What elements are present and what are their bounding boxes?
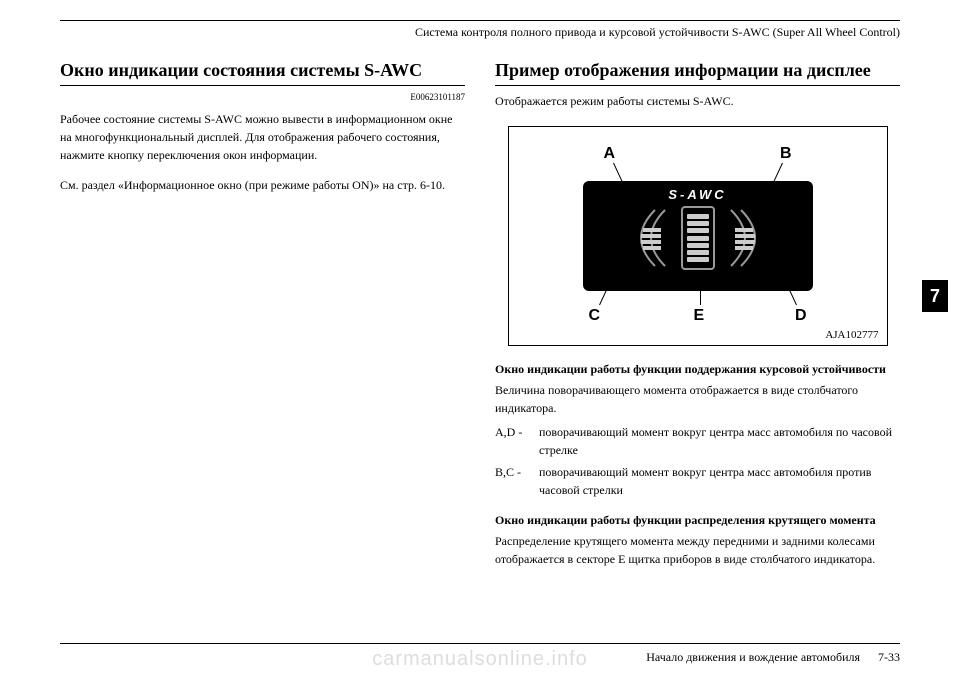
def-val: поворачивающий момент вокруг центра масс… bbox=[539, 463, 900, 499]
bar-seg bbox=[687, 221, 709, 226]
callout-label-a: A bbox=[604, 145, 616, 163]
sub1-title: Окно индикации работы функции поддержани… bbox=[495, 362, 900, 377]
bar-seg bbox=[687, 236, 709, 241]
right-column: Пример отображения информации на дисплее… bbox=[495, 60, 900, 580]
def-row: A,D - поворачивающий момент вокруг центр… bbox=[495, 423, 900, 459]
callout-label-b: B bbox=[780, 145, 792, 163]
gauges-row bbox=[625, 206, 771, 270]
callout-label-d: D bbox=[795, 307, 807, 325]
diagram-frame: A B C E D S-AWC bbox=[508, 126, 888, 346]
sub2-title: Окно индикации работы функции распределе… bbox=[495, 513, 900, 528]
bar-seg bbox=[687, 250, 709, 255]
left-code: E00623101187 bbox=[60, 92, 465, 102]
def-key: A,D - bbox=[495, 423, 539, 459]
def-val: поворачивающий момент вокруг центра масс… bbox=[539, 423, 900, 459]
sub2-text: Распределение крутящего момента между пе… bbox=[495, 532, 900, 568]
bar-seg bbox=[687, 228, 709, 233]
definitions: A,D - поворачивающий момент вокруг центр… bbox=[495, 423, 900, 499]
header-rule bbox=[60, 20, 900, 21]
bar-seg bbox=[687, 257, 709, 262]
left-paragraph-1: Рабочее состояние системы S-AWC можно вы… bbox=[60, 110, 465, 164]
callout-label-c: C bbox=[589, 307, 601, 325]
diagram-code: AJA102777 bbox=[825, 329, 878, 341]
def-row: B,C - поворачивающий момент вокруг центр… bbox=[495, 463, 900, 499]
left-gauge bbox=[625, 206, 667, 270]
footer-text: Начало движения и вождение автомобиля bbox=[646, 650, 860, 664]
right-section-title: Пример отображения информации на дисплее bbox=[495, 60, 900, 86]
footer: Начало движения и вождение автомобиля 7-… bbox=[60, 643, 900, 665]
side-tab: 7 bbox=[922, 280, 948, 312]
display-panel: S-AWC bbox=[583, 181, 813, 291]
bar-seg bbox=[687, 243, 709, 248]
center-gauge bbox=[681, 206, 715, 270]
footer-page: 7-33 bbox=[878, 650, 900, 664]
right-gauge bbox=[729, 206, 771, 270]
def-key: B,C - bbox=[495, 463, 539, 499]
sawc-logo: S-AWC bbox=[668, 187, 726, 202]
left-column: Окно индикации состояния системы S-AWC E… bbox=[60, 60, 465, 580]
left-section-title: Окно индикации состояния системы S-AWC bbox=[60, 60, 465, 86]
left-paragraph-2: См. раздел «Информационное окно (при реж… bbox=[60, 176, 465, 194]
bar-seg bbox=[687, 214, 709, 219]
sub1-text: Величина поворачивающего момента отображ… bbox=[495, 381, 900, 417]
callout-label-e: E bbox=[694, 307, 705, 325]
right-intro: Отображается режим работы системы S-AWC. bbox=[495, 92, 900, 110]
content-columns: Окно индикации состояния системы S-AWC E… bbox=[60, 60, 900, 580]
header-title: Система контроля полного привода и курсо… bbox=[60, 25, 900, 40]
